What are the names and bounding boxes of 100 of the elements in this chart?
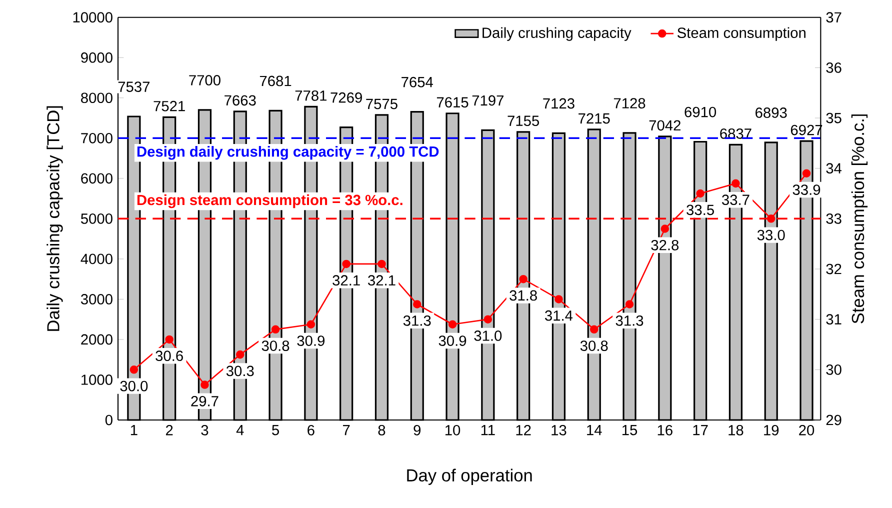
data-label: 7269 <box>330 92 362 103</box>
y-tick-label: 9000 <box>81 52 112 63</box>
data-label: 7215 <box>578 113 610 124</box>
data-label: 6893 <box>756 108 787 118</box>
point <box>625 300 634 308</box>
data-label: 6910 <box>684 106 716 118</box>
y-tick-label: 1000 <box>82 374 112 385</box>
x-tick-label: 14 <box>587 424 602 436</box>
point <box>342 260 350 268</box>
data-label: 30.0 <box>120 380 148 392</box>
data-label: 30.3 <box>226 366 254 376</box>
data-label: 7155 <box>508 116 539 126</box>
point <box>412 300 422 308</box>
y2-tick-label: 34 <box>826 163 842 174</box>
y2-axis-title: Steam consumption [%o.c.] <box>851 114 868 324</box>
data-label: 32.1 <box>368 275 396 286</box>
x-tick-label: 3 <box>201 424 208 436</box>
data-label: 7197 <box>472 95 504 106</box>
point <box>448 320 457 329</box>
data-label: 7663 <box>224 95 256 106</box>
x-tick-label: 5 <box>272 424 279 436</box>
point <box>165 335 174 344</box>
y2-tick-label: 36 <box>826 62 842 73</box>
y2-tick-label: 37 <box>826 12 842 23</box>
y2-tick-label: 29 <box>826 414 842 426</box>
y-tick-label: 0 <box>105 414 112 426</box>
x-tick-label: 17 <box>693 424 708 436</box>
x-tick-label: 19 <box>764 424 779 436</box>
x-tick-label: 10 <box>445 424 460 436</box>
x-tick-label: 8 <box>378 424 386 436</box>
data-label: 7654 <box>402 76 433 88</box>
y-tick-label: 2000 <box>81 334 112 345</box>
y-tick-label: 7000 <box>81 132 112 144</box>
data-label: 32.8 <box>651 240 679 250</box>
data-label: 30.9 <box>297 336 325 346</box>
data-label: 31.3 <box>616 315 644 326</box>
legend-label: Daily crushing capacity <box>482 27 632 41</box>
point <box>200 380 209 389</box>
data-label: 7537 <box>118 82 150 92</box>
y2-tick-label: 31 <box>826 314 842 325</box>
point <box>732 179 740 188</box>
x-tick-label: 13 <box>552 424 566 436</box>
point <box>306 320 316 329</box>
data-label: 7128 <box>614 98 646 108</box>
data-label: 33.9 <box>792 184 820 195</box>
data-label: 31.3 <box>403 315 431 326</box>
x-tick-label: 16 <box>658 424 672 436</box>
y2-tick-label: 33 <box>826 213 842 224</box>
x-tick-label: 15 <box>622 424 638 436</box>
point <box>378 260 386 268</box>
data-label: 30.9 <box>438 336 466 346</box>
x-tick-label: 6 <box>308 424 314 436</box>
x-axis-title: Day of operation <box>407 468 532 485</box>
data-label: 7575 <box>366 98 398 110</box>
point <box>802 169 811 178</box>
y-tick-label: 10000 <box>73 12 112 23</box>
data-label: 7521 <box>154 100 185 112</box>
point <box>130 366 138 374</box>
y-axis-title: Daily crushing capacity [TCD] <box>46 106 63 331</box>
y-tick-label: 4000 <box>80 254 112 264</box>
data-label: 30.8 <box>262 340 290 351</box>
y-tick-label: 5000 <box>80 213 112 224</box>
x-tick-label: 20 <box>799 424 814 436</box>
data-label: 29.7 <box>191 396 218 406</box>
legend-label: Steam consumption <box>677 27 806 41</box>
point <box>590 325 598 334</box>
data-label: 33.7 <box>722 194 750 206</box>
x-tick-label: 11 <box>481 424 495 436</box>
data-label: 31.8 <box>510 290 537 301</box>
data-label: 33.0 <box>757 230 785 240</box>
y-tick-label: 3000 <box>80 294 112 304</box>
data-label: 30.8 <box>580 340 608 351</box>
ref-line-label: Design steam consumption = 33 %o.c. <box>137 194 402 208</box>
point <box>766 214 776 223</box>
data-label: 30.6 <box>156 350 183 362</box>
point <box>554 295 563 304</box>
point <box>484 315 492 324</box>
data-label: 33.5 <box>686 204 714 216</box>
y2-tick-label: 30 <box>826 364 842 375</box>
data-label: 7781 <box>295 90 327 101</box>
point <box>660 224 670 233</box>
data-label: 32.1 <box>332 275 360 286</box>
data-label: 7681 <box>260 76 292 86</box>
x-tick-label: 2 <box>166 424 173 436</box>
data-label: 7700 <box>189 75 220 86</box>
x-tick-label: 9 <box>414 424 421 436</box>
ref-line-label: Design daily crushing capacity = 7,000 TCD <box>137 146 439 160</box>
point <box>519 274 528 284</box>
y2-tick-label: 32 <box>826 264 842 274</box>
data-label: 7123 <box>543 98 574 109</box>
x-tick-label: 18 <box>728 424 744 436</box>
y2-tick-label: 35 <box>826 112 842 124</box>
point <box>236 350 244 359</box>
y-tick-label: 8000 <box>81 92 112 104</box>
data-label: 31.0 <box>474 330 502 341</box>
x-tick-label: 4 <box>236 424 244 436</box>
x-tick-label: 1 <box>130 424 138 436</box>
point <box>696 189 704 198</box>
data-label: 7615 <box>436 97 468 108</box>
point <box>271 325 280 334</box>
